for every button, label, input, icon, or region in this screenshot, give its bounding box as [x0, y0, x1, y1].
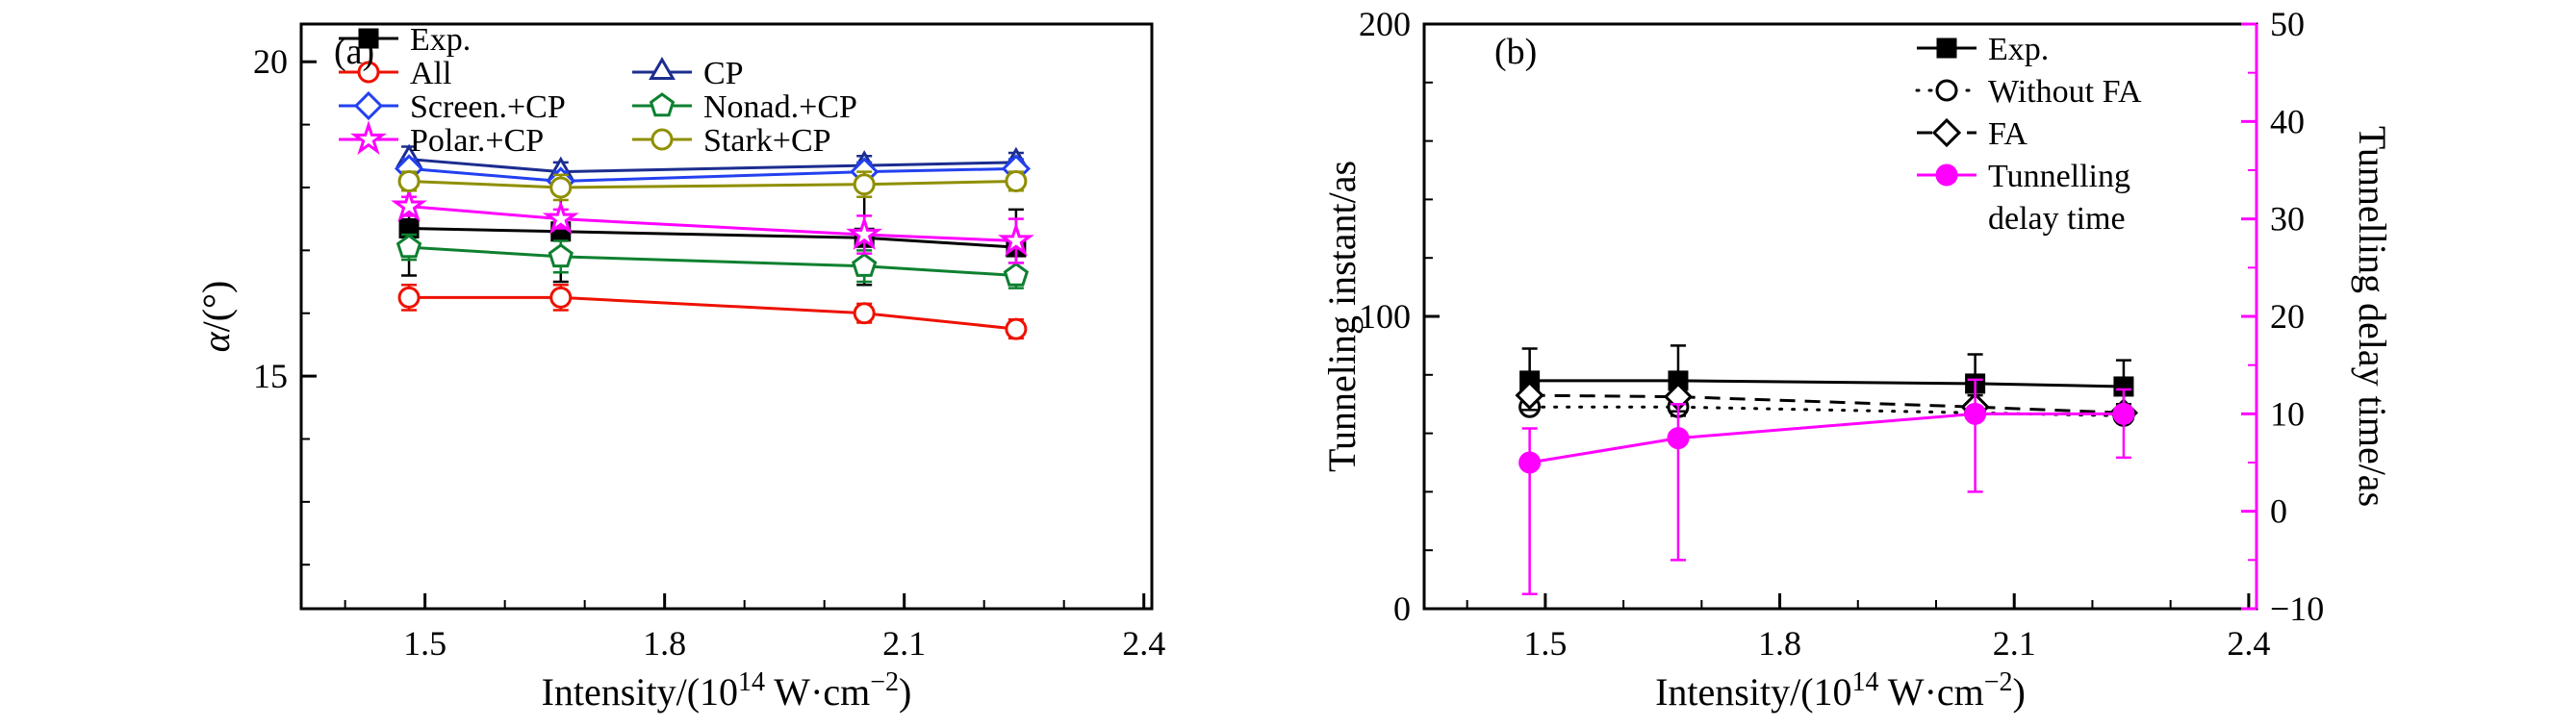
y-tick-label: 100 [1359, 297, 1411, 336]
y-tick-label: 20 [253, 42, 288, 81]
legend-item-without-fa: Without FA [1915, 74, 2142, 110]
x-tick-label: 2.4 [2227, 624, 2270, 663]
x-tick-label: 1.5 [403, 624, 446, 663]
series-without-fa [1518, 395, 2135, 427]
series-tunnelling-delay-time [1518, 378, 2135, 596]
x-tick-label: 1.5 [1523, 624, 1567, 663]
legend-label: Polar.+CP [410, 123, 544, 159]
x-tick-label: 2.4 [1122, 624, 1165, 663]
legend-item-cp: CP [632, 56, 744, 91]
legend-label: Exp. [1988, 32, 2049, 67]
x-axis-a: 1.5 1.8 2.1 2.4 Intensity/(1014 W·cm−2) [344, 593, 1165, 714]
series-screen-cp [394, 154, 1032, 196]
x-axis-label-a: Intensity/(1014 W·cm−2) [542, 667, 912, 714]
series-all [397, 284, 1028, 340]
y2-tick-label: −10 [2270, 589, 2324, 628]
series-exp [1519, 344, 2134, 417]
x-axis-b: 1.5 1.8 2.1 2.4 Intensity/(1014 W·cm−2) [1466, 593, 2270, 714]
y2-tick-label: 0 [2270, 492, 2287, 531]
y-tick-label: 200 [1359, 5, 1411, 43]
series-stark-cp [397, 169, 1028, 202]
series-fa [1515, 379, 2139, 428]
plot-frame-a [299, 22, 1154, 611]
x-tick-label: 1.8 [1758, 624, 1801, 663]
legend-label: Stark+CP [703, 123, 831, 159]
legend-item-delay-time: delay time [1988, 201, 2126, 237]
plot-frame-b [1422, 22, 2258, 611]
legend-item-exp: Exp. [339, 22, 471, 58]
x-tick-label: 2.1 [882, 624, 926, 663]
x-axis-label-b: Intensity/(1014 W·cm−2) [1655, 667, 2026, 714]
legend-item-all: All [339, 56, 451, 91]
legend-label: FA [1988, 116, 2028, 152]
legend-a: Exp.All CP Screen.+CP Nonad.+CP Polar.+CP Sta… [339, 22, 857, 159]
panel-label-b: (b) [1494, 32, 1537, 72]
legend-item-screen-cp: Screen.+CP [339, 89, 566, 125]
y-axis-b: 0 100 200 Tunneling instant/as [1320, 5, 1440, 628]
legend-item-polar-cp: Polar.+CP [339, 120, 544, 159]
y-axis-label-a: α/(°) [194, 281, 238, 353]
legend-label: Without FA [1988, 74, 2142, 110]
legend-item-fa: FA [1917, 116, 2028, 152]
y2-tick-label: 30 [2270, 200, 2305, 238]
legend-item-exp: Exp. [1917, 32, 2049, 67]
y2-tick-label: 20 [2270, 297, 2305, 336]
series-polar-cp [391, 187, 1034, 264]
series-nonad-cp [395, 233, 1030, 289]
y2-axis-label-b: Tunnelling delay time/as [2351, 126, 2394, 507]
legend-label: Screen.+CP [410, 89, 566, 125]
legend-b: Exp. Without FA FA Tunnelling delay time [1915, 32, 2142, 237]
x-tick-label: 1.8 [643, 624, 686, 663]
y-tick-label: 15 [253, 357, 288, 395]
legend-label: All [410, 56, 451, 91]
y-axis-label-b: Tunneling instant/as [1320, 161, 1364, 472]
legend-item-tunnelling: Tunnelling [1917, 159, 2130, 194]
legend-item-nonad-cp: Nonad.+CP [632, 89, 857, 125]
y-axis-a: 15 20 α/(°) [194, 42, 317, 566]
panel-a: 1.5 1.8 2.1 2.4 Intensity/(1014 W·cm−2) 15 20 α… [194, 22, 1165, 714]
y2-tick-label: 10 [2270, 394, 2305, 433]
legend-label: CP [703, 56, 744, 91]
y-tick-label: 0 [1393, 589, 1411, 628]
legend-label: Tunnelling [1988, 159, 2130, 194]
y2-tick-label: 40 [2270, 102, 2305, 140]
x-tick-label: 2.1 [1993, 624, 2036, 663]
panel-label-a: (a) [334, 32, 374, 72]
legend-label: Nonad.+CP [703, 89, 857, 125]
legend-item-stark-cp: Stark+CP [632, 123, 831, 159]
y2-axis-b: −10 0 10 20 30 40 50 Tunnelling delay time/as [2241, 5, 2394, 628]
y2-tick-label: 50 [2270, 5, 2305, 43]
legend-label: Exp. [410, 22, 471, 58]
legend-label: delay time [1988, 201, 2126, 237]
